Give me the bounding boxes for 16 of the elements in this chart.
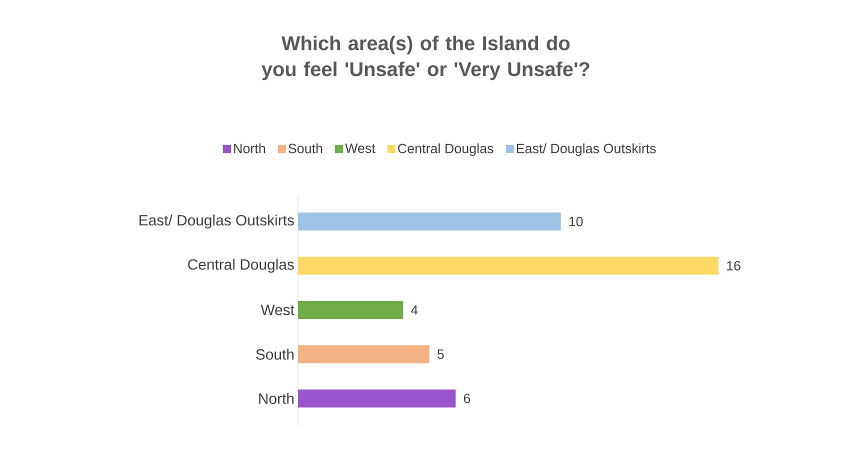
legend-label: East/ Douglas Outskirts [516,143,656,156]
chart-title: Which area(s) of the Island do you feel 'Unsafe' or 'Very Unsafe'? [262,36,590,80]
legend-label: West [345,144,376,154]
data-label: 6 [464,394,470,404]
legend-label: South [288,143,322,154]
y-tick-label: South [256,348,294,360]
y-tick-label: North [259,392,294,404]
legend-label: Central Douglas [398,143,494,156]
data-label: 5 [437,350,444,359]
data-label: 16 [727,261,740,271]
y-tick-label: Central Douglas [188,258,294,273]
y-tick-label: East/ Douglas Outskirts [140,214,294,228]
data-label: 10 [569,216,583,226]
legend-label: North [234,143,266,154]
y-tick-label: West [260,304,294,316]
data-label: 4 [410,305,418,315]
